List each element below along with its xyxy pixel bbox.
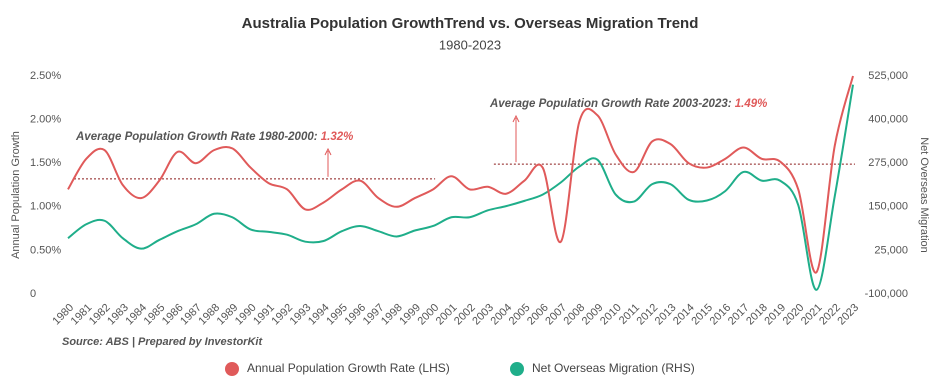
legend-label: Annual Population Growth Rate (LHS) bbox=[247, 361, 450, 375]
series-line bbox=[67, 84, 854, 291]
y2-axis-label: Net Overseas Migration bbox=[918, 137, 930, 253]
y-tick-label: 0.50% bbox=[30, 244, 61, 256]
annotation-value: 1.32% bbox=[321, 131, 354, 143]
annotation-arrowhead bbox=[512, 114, 520, 123]
y-tick-label: 2.00% bbox=[30, 114, 61, 126]
annotation: Average Population Growth Rate 2003-2023… bbox=[489, 98, 767, 110]
annotation-arrowhead bbox=[324, 147, 332, 156]
series-line bbox=[67, 75, 854, 274]
y2-tick-label: 275,000 bbox=[868, 157, 908, 169]
legend-marker bbox=[225, 362, 239, 376]
y2-tick-label: -100,000 bbox=[865, 288, 908, 300]
chart-subtitle: 1980-2023 bbox=[439, 37, 501, 52]
y2-tick-label: 400,000 bbox=[868, 114, 908, 126]
y2-tick-label: 25,000 bbox=[874, 244, 908, 256]
annotation: Average Population Growth Rate 1980-2000… bbox=[75, 131, 353, 143]
source-note: Source: ABS | Prepared by InvestorKit bbox=[62, 336, 263, 348]
y-tick-label: 1.00% bbox=[30, 201, 61, 213]
y-tick-label: 2.50% bbox=[30, 70, 61, 82]
annotation-text: Average Population Growth Rate 1980-2000… bbox=[75, 131, 318, 143]
legend-label: Net Overseas Migration (RHS) bbox=[532, 361, 695, 375]
annotation-value: 1.49% bbox=[735, 98, 768, 110]
y-tick-label: 0 bbox=[30, 288, 36, 300]
x-tick-label: 2023 bbox=[835, 302, 861, 328]
legend-marker bbox=[510, 362, 524, 376]
y2-tick-label: 525,000 bbox=[868, 70, 908, 82]
annotation-text: Average Population Growth Rate 2003-2023… bbox=[489, 98, 732, 110]
chart-title: Australia Population GrowthTrend vs. Ove… bbox=[242, 15, 699, 32]
y-axis-label: Annual Population Growth bbox=[10, 131, 22, 259]
y-tick-label: 1.50% bbox=[30, 157, 61, 169]
y2-tick-label: 150,000 bbox=[868, 201, 908, 213]
